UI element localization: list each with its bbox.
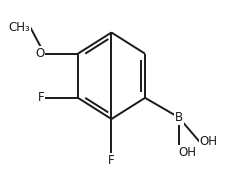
Text: B: B: [174, 111, 182, 124]
Text: O: O: [35, 47, 44, 60]
Text: CH₃: CH₃: [8, 21, 30, 34]
Text: OH: OH: [199, 135, 217, 148]
Text: F: F: [38, 91, 44, 104]
Text: F: F: [108, 154, 114, 167]
Text: OH: OH: [178, 146, 196, 159]
